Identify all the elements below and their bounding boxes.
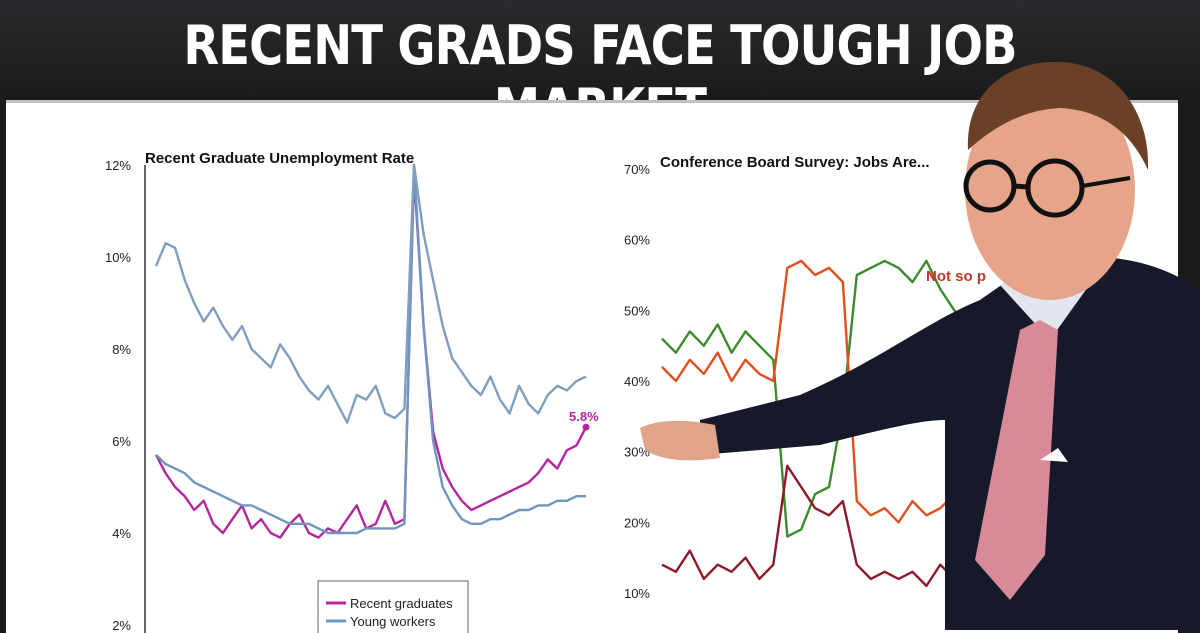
left-legend: Recent graduates Young workers: [317, 580, 469, 633]
left-tick-labels: 2% 4% 6% 8% 10% 12%: [105, 158, 131, 633]
left-tick-1: 4%: [112, 526, 131, 541]
right-tick-4: 50%: [624, 303, 650, 318]
left-tick-0: 2%: [112, 618, 131, 633]
right-tick-2: 30%: [624, 445, 650, 460]
left-tick-4: 10%: [105, 250, 131, 265]
left-tick-5: 12%: [105, 158, 131, 173]
right-chart-title: Conference Board Survey: Jobs Are...: [660, 154, 930, 171]
right-series-line-0: [661, 259, 997, 538]
display-screen: Recent Graduate Unemployment Rate 2% 4% 6%…: [6, 100, 1178, 633]
right-tick-6: 70%: [624, 162, 650, 177]
right-tick-3: 40%: [624, 374, 650, 389]
right-tick-5: 60%: [624, 233, 650, 248]
left-series-line-0: [154, 172, 588, 539]
right-series-lines: [661, 259, 997, 588]
charts-canvas: Recent Graduate Unemployment Rate 2% 4% 6%…: [105, 150, 997, 633]
legend-entry-recent-graduates: Recent graduates: [350, 596, 453, 611]
left-series-lines: [154, 163, 590, 539]
right-chart-annotation: Not so p: [926, 268, 986, 285]
right-tick-labels: 10% 20% 30% 40% 50% 60% 70%: [624, 162, 650, 601]
left-series-line-2: [154, 163, 587, 424]
left-tick-3: 8%: [112, 342, 131, 357]
left-chart: Recent Graduate Unemployment Rate 2% 4% 6%…: [105, 150, 599, 633]
legend-entry-young-workers: Young workers: [350, 614, 436, 629]
latest-value-label: 5.8%: [569, 409, 599, 424]
right-tick-1: 20%: [624, 515, 650, 530]
left-chart-title: Recent Graduate Unemployment Rate: [145, 150, 414, 167]
right-tick-0: 10%: [624, 586, 650, 601]
headline-banner: RECENT GRADS FACE TOUGH JOB MARKET: [0, 0, 1200, 140]
left-tick-2: 6%: [112, 434, 131, 449]
right-chart: Conference Board Survey: Jobs Are... 10%…: [624, 154, 997, 601]
left-series-line-1: [155, 163, 586, 535]
recent-graduates-end-marker: [582, 423, 590, 431]
